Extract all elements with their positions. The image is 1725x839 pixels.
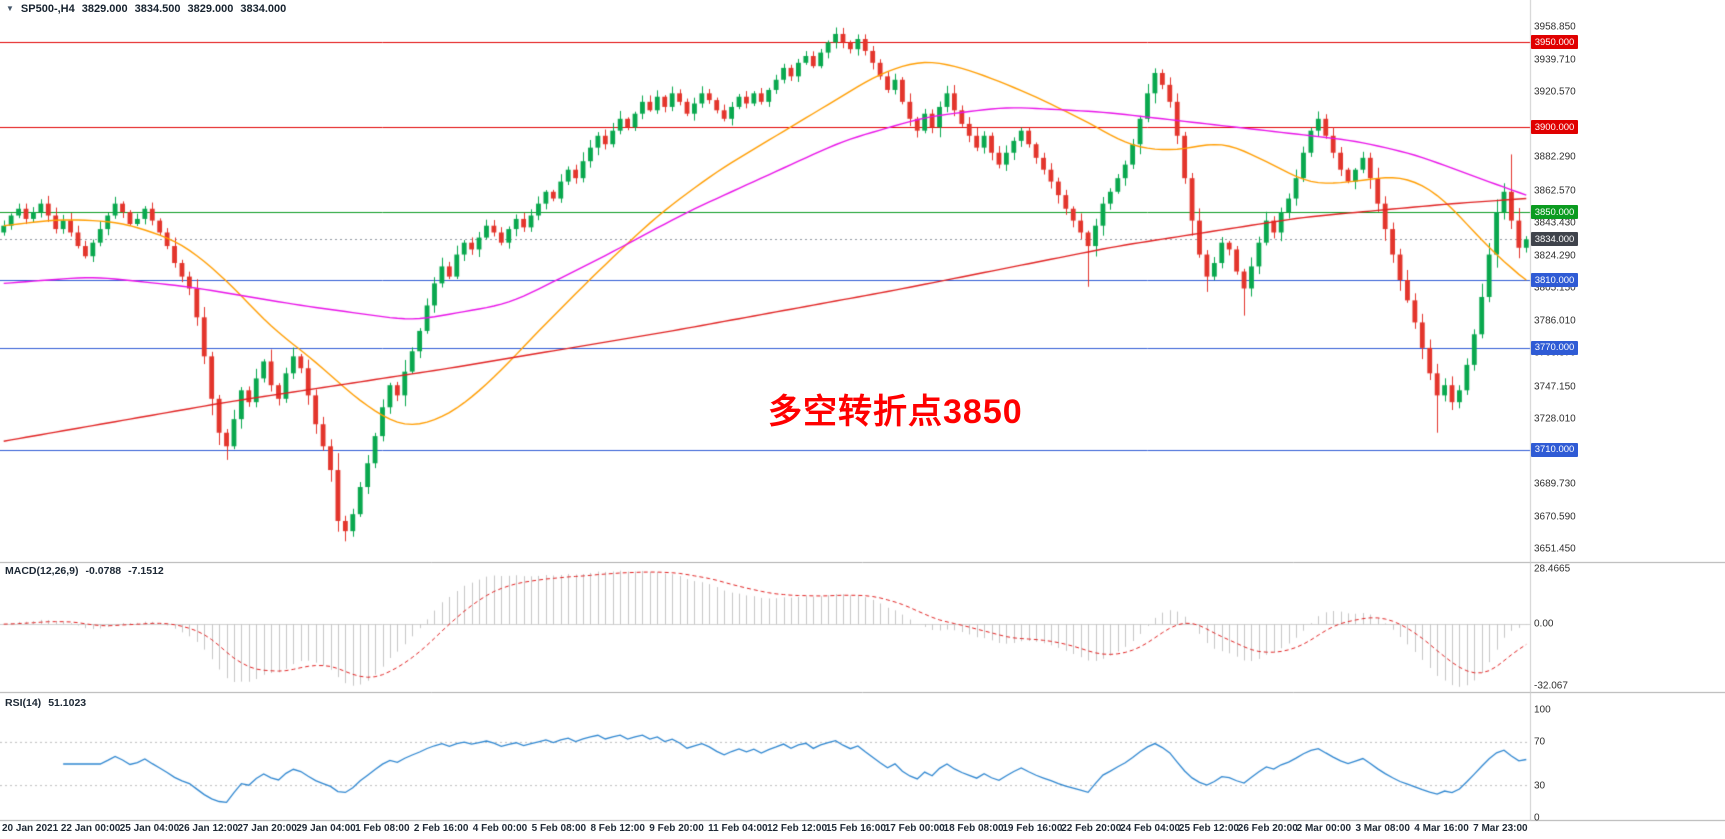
- date-tick-label: 24 Feb 04:00: [1120, 823, 1181, 834]
- macd-name: MACD(12,26,9): [5, 565, 79, 577]
- price-level-box[interactable]: 3710.000: [1531, 442, 1578, 457]
- date-tick-label: 1 Feb 08:00: [355, 823, 410, 834]
- date-tick-label: 4 Feb 00:00: [472, 823, 528, 834]
- date-tick-label: 22 Jan 00:00: [60, 823, 121, 834]
- price-tick-label: 3651.450: [1534, 543, 1576, 555]
- date-tick-label: 29 Jan 04:00: [296, 823, 356, 834]
- date-tick-label: 22 Feb 20:00: [1061, 823, 1122, 834]
- date-tick-label: 25 Feb 12:00: [1178, 823, 1239, 834]
- price-tick-label: 3882.290: [1534, 151, 1576, 163]
- price-level-box[interactable]: 3900.000: [1531, 120, 1578, 135]
- date-tick-label: 18 Feb 08:00: [943, 823, 1004, 834]
- macd-tick-label: 28.4665: [1534, 563, 1571, 575]
- price-tick-label: 3805.150: [1534, 282, 1576, 294]
- price-tick-label: 3670.590: [1534, 511, 1576, 523]
- price-tick-label: 3747.150: [1534, 381, 1576, 393]
- chart-annotation-text: 多空转折点3850: [768, 393, 1023, 431]
- date-tick-label: 27 Jan 20:00: [237, 823, 297, 834]
- date-tick-label: 2 Feb 16:00: [413, 823, 469, 834]
- date-tick-label: 17 Feb 00:00: [884, 823, 945, 834]
- date-tick-label: 5 Feb 08:00: [531, 823, 587, 834]
- date-tick-label: 15 Feb 16:00: [825, 823, 886, 834]
- date-tick-label: 12 Feb 12:00: [767, 823, 828, 834]
- price-level-box[interactable]: 3850.000: [1531, 205, 1578, 220]
- date-tick-label: 4 Mar 16:00: [1414, 823, 1469, 834]
- price-level-box[interactable]: 3770.000: [1531, 340, 1578, 355]
- price-tick-label: 3786.010: [1534, 315, 1576, 327]
- price-tick-label: 3689.730: [1534, 478, 1576, 490]
- rsi-name: RSI(14): [5, 697, 42, 709]
- ohlc-high-value: 3834.500: [134, 3, 181, 15]
- price-level-box[interactable]: 3834.000: [1531, 232, 1578, 247]
- date-tick-label: 7 Mar 23:00: [1473, 823, 1528, 834]
- date-tick-label: 3 Mar 08:00: [1355, 823, 1410, 834]
- chart-title-bar: ▼ SP500-,H4 3829.000 3834.500 3829.000 3…: [6, 3, 286, 15]
- price-level-box[interactable]: 3810.000: [1531, 273, 1578, 287]
- date-tick-label: 2 Mar 00:00: [1296, 823, 1352, 834]
- price-level-box[interactable]: 3950.000: [1531, 35, 1578, 50]
- date-tick-label: 26 Jan 12:00: [178, 823, 239, 834]
- price-tick-label: 3862.570: [1534, 185, 1576, 197]
- ohlc-close-value: 3834.000: [240, 3, 287, 15]
- date-tick-label: 11 Feb 04:00: [708, 823, 768, 834]
- date-tick-label: 26 Feb 20:00: [1237, 823, 1298, 834]
- price-tick-label: 3939.710: [1534, 54, 1576, 66]
- rsi-indicator-label: RSI(14) 51.1023: [5, 697, 86, 709]
- macd-tick-label: 0.00: [1534, 618, 1554, 630]
- macd-main-value: -0.0788: [85, 565, 122, 577]
- rsi-value: 51.1023: [48, 697, 87, 709]
- rsi-tick-label: 0: [1534, 812, 1540, 824]
- date-tick-label: 25 Jan 04:00: [119, 823, 180, 834]
- date-tick-label: 19 Feb 16:00: [1002, 823, 1063, 834]
- ohlc-low-value: 3829.000: [187, 3, 234, 15]
- price-tick-label: 3920.570: [1534, 86, 1576, 98]
- macd-indicator-label: MACD(12,26,9) -0.0788 -7.1512: [5, 565, 164, 577]
- price-tick-label: 3824.290: [1534, 250, 1576, 262]
- macd-signal-value: -7.1512: [128, 565, 164, 577]
- ohlc-open-value: 3829.000: [81, 3, 128, 15]
- date-tick-label: 20 Jan 2021: [2, 823, 59, 834]
- price-tick-label: 3958.850: [1534, 21, 1576, 33]
- rsi-tick-label: 100: [1534, 704, 1551, 716]
- rsi-tick-label: 30: [1534, 780, 1546, 792]
- price-tick-label: 3843.430: [1534, 217, 1576, 229]
- date-tick-label: 8 Feb 12:00: [590, 823, 645, 834]
- macd-tick-label: -32.067: [1534, 680, 1568, 692]
- rsi-tick-label: 70: [1534, 736, 1546, 748]
- price-tick-label: 3728.010: [1534, 413, 1576, 425]
- symbol-timeframe-label: SP500-,H4: [20, 3, 75, 15]
- date-tick-label: 9 Feb 20:00: [649, 823, 704, 834]
- collapse-triangle-icon[interactable]: ▼: [6, 3, 14, 13]
